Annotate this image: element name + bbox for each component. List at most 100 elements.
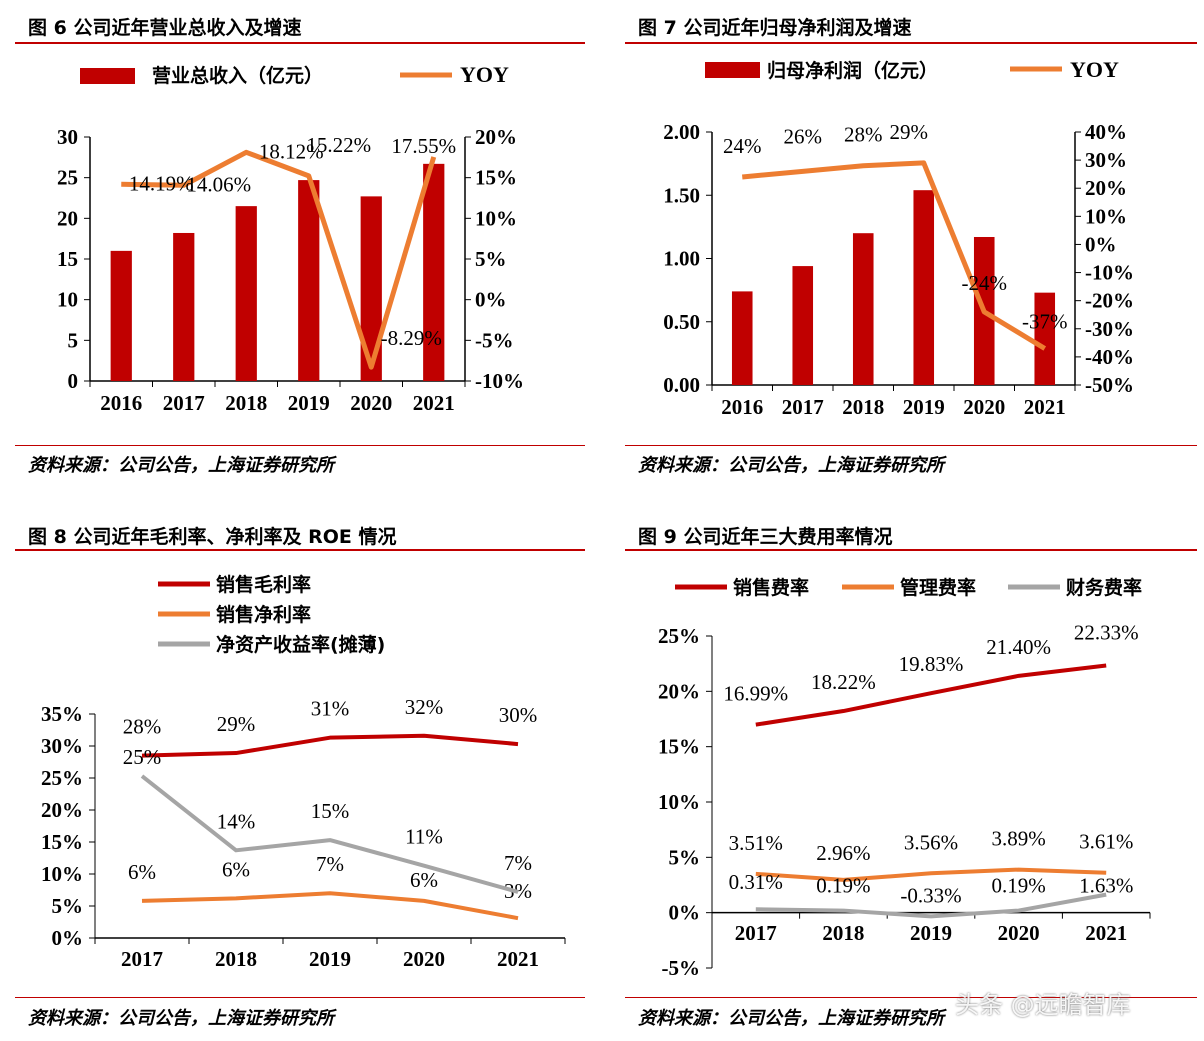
watermark: 头条 @远瞻智库 <box>955 991 1131 1019</box>
line-series-财务费率 <box>755 892 1107 919</box>
data-label: 0.19% <box>816 874 870 898</box>
data-label: 25% <box>123 745 162 769</box>
title-rule <box>15 549 585 551</box>
data-label: -24% <box>962 271 1008 295</box>
data-label: 18.22% <box>811 670 876 694</box>
source-rule <box>625 997 1197 998</box>
data-label: 30% <box>499 703 538 727</box>
x-tick-label: 2020 <box>963 395 1005 419</box>
line-series-YOY <box>742 160 1047 351</box>
chart-9-source: 资料来源：公司公告，上海证券研究所 <box>638 1008 944 1029</box>
bar-2019 <box>298 180 320 381</box>
data-label: 17.55% <box>391 134 456 158</box>
y-tick-label: 30% <box>41 734 83 758</box>
x-tick-label: 2021 <box>413 391 455 415</box>
y-tick-label: 2.00 <box>663 120 700 144</box>
y-tick-label: 0.50 <box>663 310 700 334</box>
line-series-销售毛利率 <box>141 733 519 758</box>
y-tick-label: 5% <box>669 845 701 869</box>
data-label: -8.29% <box>381 326 442 350</box>
bar-2019 <box>913 190 935 385</box>
legend-label: YOY <box>1070 57 1119 82</box>
bar-2021 <box>1034 292 1056 385</box>
x-tick-label: 2019 <box>910 921 952 945</box>
bar-2020 <box>360 196 382 381</box>
bar-2016 <box>110 250 132 381</box>
data-label: -37% <box>1022 309 1068 333</box>
y-tick-label: 25 <box>57 166 78 190</box>
data-label: 11% <box>405 825 443 849</box>
y2-tick-label: 0% <box>1085 232 1117 256</box>
chart-9-title: 图 9 公司近年三大费用率情况 <box>638 526 893 548</box>
y-tick-label: 1.00 <box>663 247 700 271</box>
source-rule <box>15 445 585 446</box>
data-label: 3.51% <box>729 831 783 855</box>
y-tick-label: 25% <box>41 766 83 790</box>
legend-label: 管理费率 <box>900 576 976 599</box>
y2-tick-label: -10% <box>475 369 524 393</box>
y2-tick-label: 30% <box>1085 148 1127 172</box>
x-tick-label: 2019 <box>903 395 945 419</box>
y2-tick-label: 10% <box>475 206 517 230</box>
x-tick-label: 2017 <box>735 921 777 945</box>
legend-bar-swatch <box>80 68 135 84</box>
data-label: 6% <box>128 860 156 884</box>
chart-8-source: 资料来源：公司公告，上海证券研究所 <box>28 1008 334 1029</box>
legend-label: 销售净利率 <box>216 603 311 626</box>
y2-tick-label: 20% <box>1085 176 1127 200</box>
data-label: 24% <box>723 134 762 158</box>
y-tick-label: 0.00 <box>663 373 700 397</box>
source-rule <box>625 445 1197 446</box>
legend-label: 营业总收入（亿元） <box>152 64 323 87</box>
y2-tick-label: 10% <box>1085 204 1127 228</box>
data-label: -0.33% <box>900 883 961 907</box>
data-label: 28% <box>123 715 162 739</box>
y-tick-label: 20 <box>57 206 78 230</box>
y2-tick-label: 15% <box>475 166 517 190</box>
legend-label: YOY <box>460 62 509 87</box>
x-tick-label: 2020 <box>350 391 392 415</box>
data-label: 21.40% <box>986 635 1051 659</box>
line-series-净资产收益率(摊薄) <box>140 774 519 894</box>
x-tick-label: 2019 <box>309 947 351 971</box>
x-tick-label: 2020 <box>998 921 1040 945</box>
title-rule <box>625 42 1197 44</box>
chart-7-source: 资料来源：公司公告，上海证券研究所 <box>638 455 944 476</box>
legend-label: 财务费率 <box>1066 576 1142 599</box>
data-label: 26% <box>784 124 823 148</box>
chart-6-title: 图 6 公司近年营业总收入及增速 <box>28 17 302 39</box>
legend-label: 销售费率 <box>733 576 809 599</box>
x-tick-label: 2021 <box>1085 921 1127 945</box>
data-label: 3.56% <box>904 830 958 854</box>
y-tick-label: 0% <box>669 901 701 925</box>
x-tick-label: 2020 <box>403 947 445 971</box>
y2-tick-label: -5% <box>475 328 514 352</box>
y-tick-label: 30 <box>57 125 78 149</box>
y-tick-label: 25% <box>658 624 700 648</box>
x-tick-label: 2018 <box>822 921 864 945</box>
y-tick-label: 1.50 <box>663 183 700 207</box>
data-label: 19.83% <box>899 652 964 676</box>
data-label: 32% <box>405 695 444 719</box>
bar-2018 <box>235 206 257 381</box>
data-label: 3.89% <box>991 827 1045 851</box>
line-series-YOY <box>121 149 437 370</box>
chart-7-title: 图 7 公司近年归母净利润及增速 <box>638 17 912 39</box>
y-tick-label: 15% <box>658 735 700 759</box>
data-label: 28% <box>844 123 883 147</box>
data-label: 31% <box>311 697 350 721</box>
y-tick-label: 10 <box>57 288 78 312</box>
y-tick-label: 0% <box>52 926 84 950</box>
bar-2017 <box>173 232 195 381</box>
bar-2017 <box>792 266 814 385</box>
y2-tick-label: -40% <box>1085 345 1134 369</box>
y2-tick-label: 20% <box>475 125 517 149</box>
bar-2021 <box>423 163 445 381</box>
y-tick-label: 15 <box>57 247 78 271</box>
y-tick-label: 20% <box>658 679 700 703</box>
y-tick-label: -5% <box>662 956 701 980</box>
y-tick-label: 20% <box>41 798 83 822</box>
data-label: 3.61% <box>1079 830 1133 854</box>
data-label: 6% <box>410 868 438 892</box>
line-series-销售费率 <box>755 663 1107 727</box>
